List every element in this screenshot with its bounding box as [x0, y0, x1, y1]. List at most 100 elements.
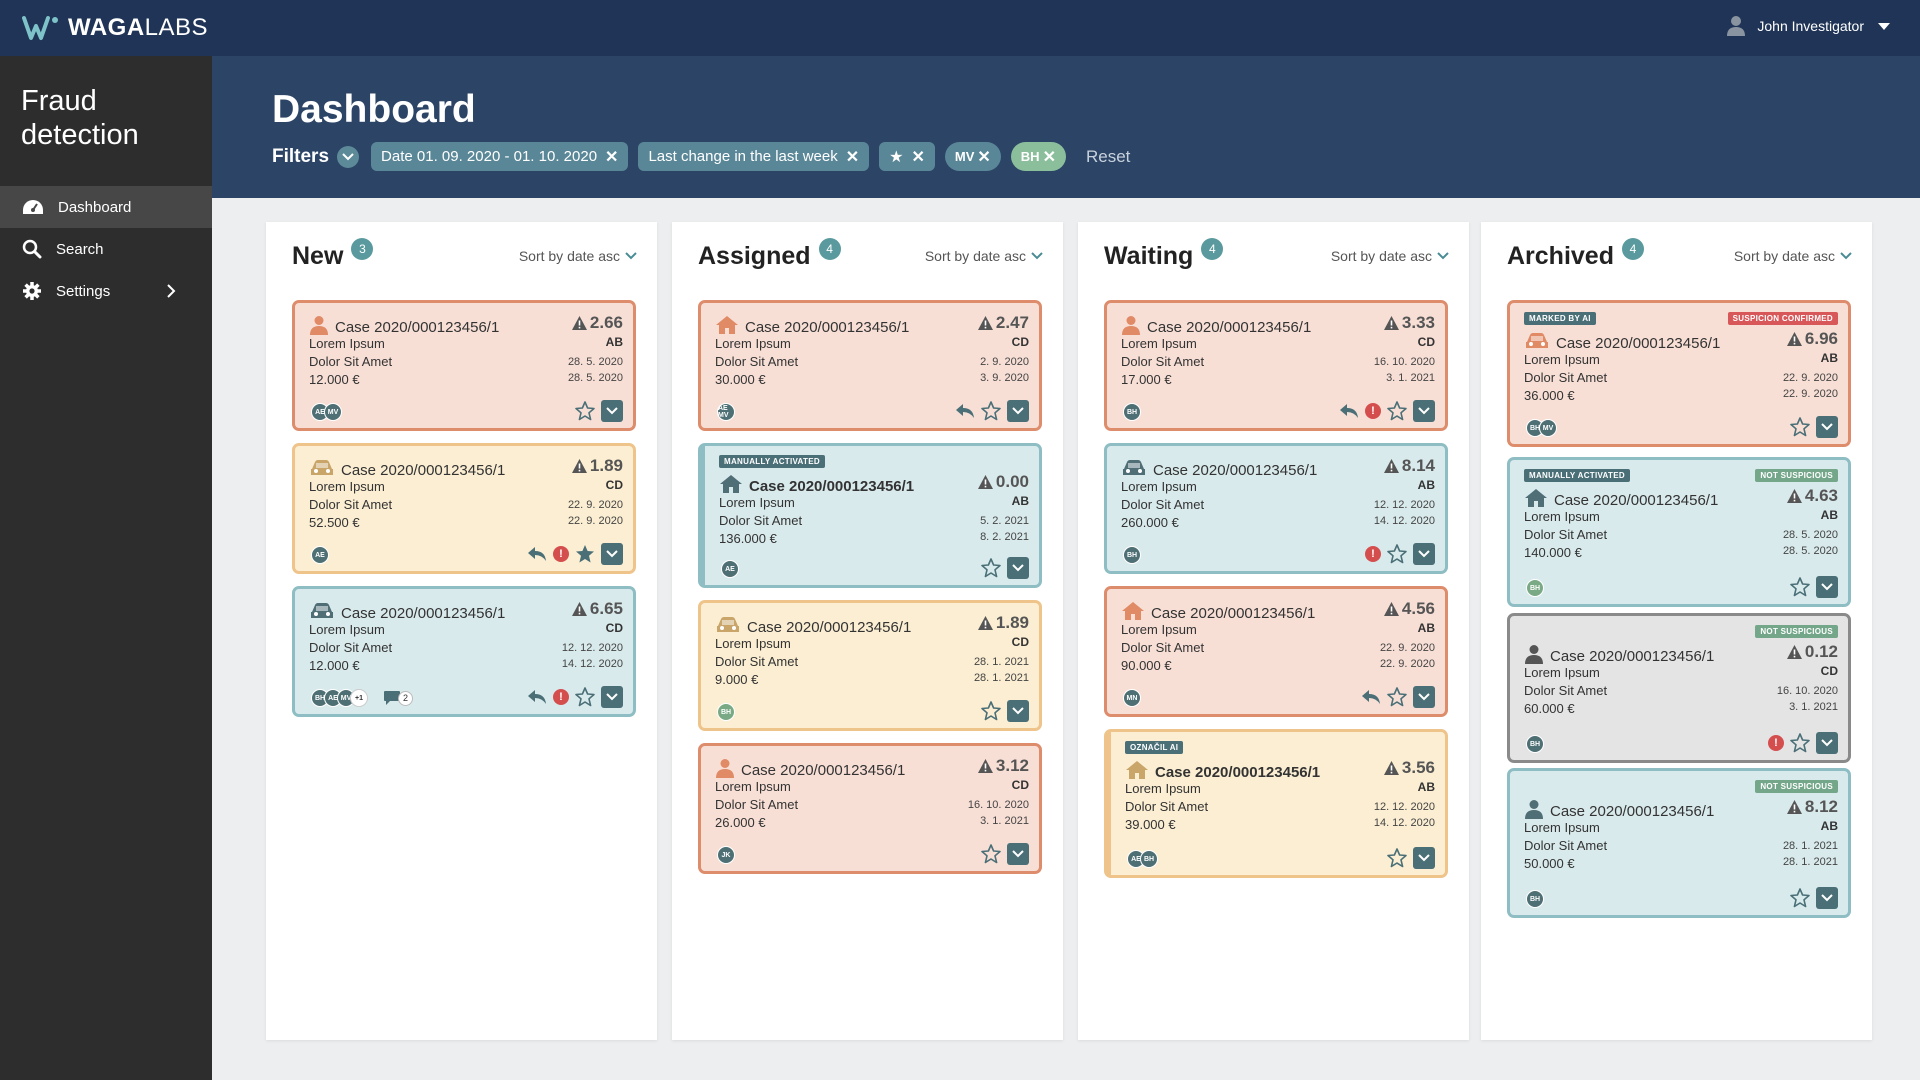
assignee-avatar[interactable]: AE MV [717, 403, 735, 421]
card-menu-button[interactable] [1007, 700, 1029, 722]
assignee-avatar[interactable]: MV [324, 403, 342, 421]
assignee-avatar[interactable]: BH [1123, 546, 1141, 564]
sidebar-item-search[interactable]: Search [0, 228, 212, 270]
star-icon[interactable] [1387, 401, 1407, 421]
star-icon[interactable] [1790, 733, 1810, 753]
reply-icon[interactable] [1361, 689, 1381, 705]
case-title[interactable]: Case 2020/000123456/1 [309, 458, 505, 482]
assignee-avatar[interactable]: MN [1123, 689, 1141, 707]
star-icon[interactable] [575, 401, 595, 421]
case-card[interactable]: Case 2020/000123456/1 1.89 CD Lorem Ipsum Do… [698, 600, 1042, 731]
card-menu-button[interactable] [1007, 557, 1029, 579]
star-icon[interactable] [981, 558, 1001, 578]
user-menu[interactable]: John Investigator [1727, 16, 1890, 36]
assignee-avatar[interactable]: +1 [350, 689, 368, 707]
star-icon[interactable] [575, 687, 595, 707]
sidebar-item-dashboard[interactable]: Dashboard [0, 186, 212, 228]
assignee-avatar[interactable]: BH [1123, 403, 1141, 421]
case-card[interactable]: Case 2020/000123456/1 6.65 CD Lorem Ipsum Do… [292, 586, 636, 717]
case-title[interactable]: Case 2020/000123456/1 [1524, 799, 1714, 823]
star-icon[interactable] [1790, 417, 1810, 437]
sort-dropdown[interactable]: Sort by date asc [519, 248, 637, 264]
case-title[interactable]: Case 2020/000123456/1 [1125, 760, 1320, 784]
case-title[interactable]: Case 2020/000123456/1 [715, 758, 905, 782]
star-icon[interactable] [981, 701, 1001, 721]
assignee-avatar[interactable]: MV [1539, 419, 1557, 437]
case-title[interactable]: Case 2020/000123456/1 [1121, 315, 1311, 339]
filter-chip-last-change[interactable]: Last change in the last week ✕ [638, 142, 870, 171]
close-icon[interactable]: ✕ [977, 148, 991, 166]
card-menu-button[interactable] [1816, 887, 1838, 909]
assignee-avatar[interactable]: BH [1526, 890, 1544, 908]
alert-icon[interactable]: ! [1365, 546, 1381, 562]
case-title[interactable]: Case 2020/000123456/1 [719, 474, 914, 498]
case-title[interactable]: Case 2020/000123456/1 [309, 315, 499, 339]
case-title[interactable]: Case 2020/000123456/1 [715, 315, 909, 339]
filter-chip-bh[interactable]: BH ✕ [1010, 142, 1066, 171]
alert-icon[interactable]: ! [1365, 403, 1381, 419]
alert-icon[interactable]: ! [1768, 735, 1784, 751]
card-menu-button[interactable] [601, 400, 623, 422]
case-card[interactable]: OZNAČIL AI Case 2020/000123456/1 3.56 AB Lor… [1104, 729, 1448, 878]
sort-dropdown[interactable]: Sort by date asc [1331, 248, 1449, 264]
case-card[interactable]: Case 2020/000123456/1 8.14 AB Lorem Ipsum Do… [1104, 443, 1448, 574]
logo[interactable]: WAGA LABS [22, 14, 208, 42]
reply-icon[interactable] [955, 403, 975, 419]
card-menu-button[interactable] [1816, 416, 1838, 438]
alert-icon[interactable]: ! [553, 546, 569, 562]
case-title[interactable]: Case 2020/000123456/1 [715, 615, 911, 639]
case-card[interactable]: Case 2020/000123456/1 1.89 CD Lorem Ipsum Do… [292, 443, 636, 574]
star-icon[interactable] [1387, 848, 1407, 868]
card-menu-button[interactable] [1413, 543, 1435, 565]
case-card[interactable]: MANUALLY ACTIVATED Case 2020/000123456/1 0… [698, 443, 1042, 588]
case-title[interactable]: Case 2020/000123456/1 [1524, 488, 1718, 512]
star-icon[interactable] [1387, 544, 1407, 564]
card-menu-button[interactable] [1413, 686, 1435, 708]
card-menu-button[interactable] [1816, 732, 1838, 754]
star-icon[interactable] [1790, 888, 1810, 908]
assignee-avatar[interactable]: BH [1140, 850, 1158, 868]
case-card[interactable]: Case 2020/000123456/1 3.12 CD Lorem Ipsum Do… [698, 743, 1042, 874]
reply-icon[interactable] [527, 546, 547, 562]
case-card[interactable]: MARKED BY AI SUSPICION CONFIRMED Case 2020… [1507, 300, 1851, 447]
close-icon[interactable]: ✕ [845, 148, 860, 166]
comments-indicator[interactable]: 2 [383, 689, 413, 707]
sidebar-item-settings[interactable]: Settings [0, 270, 212, 312]
card-menu-button[interactable] [1816, 576, 1838, 598]
case-title[interactable]: Case 2020/000123456/1 [309, 601, 505, 625]
case-card[interactable]: Case 2020/000123456/1 3.33 CD Lorem Ipsum Do… [1104, 300, 1448, 431]
card-menu-button[interactable] [1007, 843, 1029, 865]
card-menu-button[interactable] [1413, 847, 1435, 869]
case-card[interactable]: NOT SUSPICIOUS Case 2020/000123456/1 8.12 A… [1507, 768, 1851, 918]
close-icon[interactable]: ✕ [1042, 148, 1056, 166]
star-filled-icon[interactable] [575, 544, 595, 564]
assignee-avatar[interactable]: JK [717, 846, 735, 864]
filter-chip-starred[interactable]: ★ ✕ [879, 142, 935, 171]
card-menu-button[interactable] [1007, 400, 1029, 422]
assignee-avatar[interactable]: BH [717, 703, 735, 721]
case-title[interactable]: Case 2020/000123456/1 [1121, 458, 1317, 482]
assignee-avatar[interactable]: AE [721, 560, 739, 578]
assignee-avatar[interactable]: AE [311, 546, 329, 564]
star-icon[interactable] [1790, 577, 1810, 597]
card-menu-button[interactable] [1413, 400, 1435, 422]
star-icon[interactable] [981, 401, 1001, 421]
reply-icon[interactable] [527, 689, 547, 705]
card-menu-button[interactable] [601, 686, 623, 708]
close-icon[interactable]: ✕ [911, 148, 925, 166]
case-title[interactable]: Case 2020/000123456/1 [1524, 644, 1714, 668]
case-title[interactable]: Case 2020/000123456/1 [1524, 331, 1720, 355]
close-icon[interactable]: ✕ [605, 148, 619, 166]
filter-chip-date[interactable]: Date 01. 09. 2020 - 01. 10. 2020 ✕ [371, 142, 629, 171]
alert-icon[interactable]: ! [553, 689, 569, 705]
case-card[interactable]: NOT SUSPICIOUS Case 2020/000123456/1 0.12 C… [1507, 613, 1851, 763]
case-card[interactable]: Case 2020/000123456/1 2.66 AB Lorem Ipsum Do… [292, 300, 636, 431]
star-icon[interactable] [981, 844, 1001, 864]
sort-dropdown[interactable]: Sort by date asc [1734, 248, 1852, 264]
filters-toggle[interactable] [337, 145, 360, 168]
reply-icon[interactable] [1339, 403, 1359, 419]
case-title[interactable]: Case 2020/000123456/1 [1121, 601, 1315, 625]
card-menu-button[interactable] [601, 543, 623, 565]
filter-chip-mv[interactable]: MV ✕ [944, 142, 1001, 171]
reset-filters-link[interactable]: Reset [1085, 146, 1131, 166]
